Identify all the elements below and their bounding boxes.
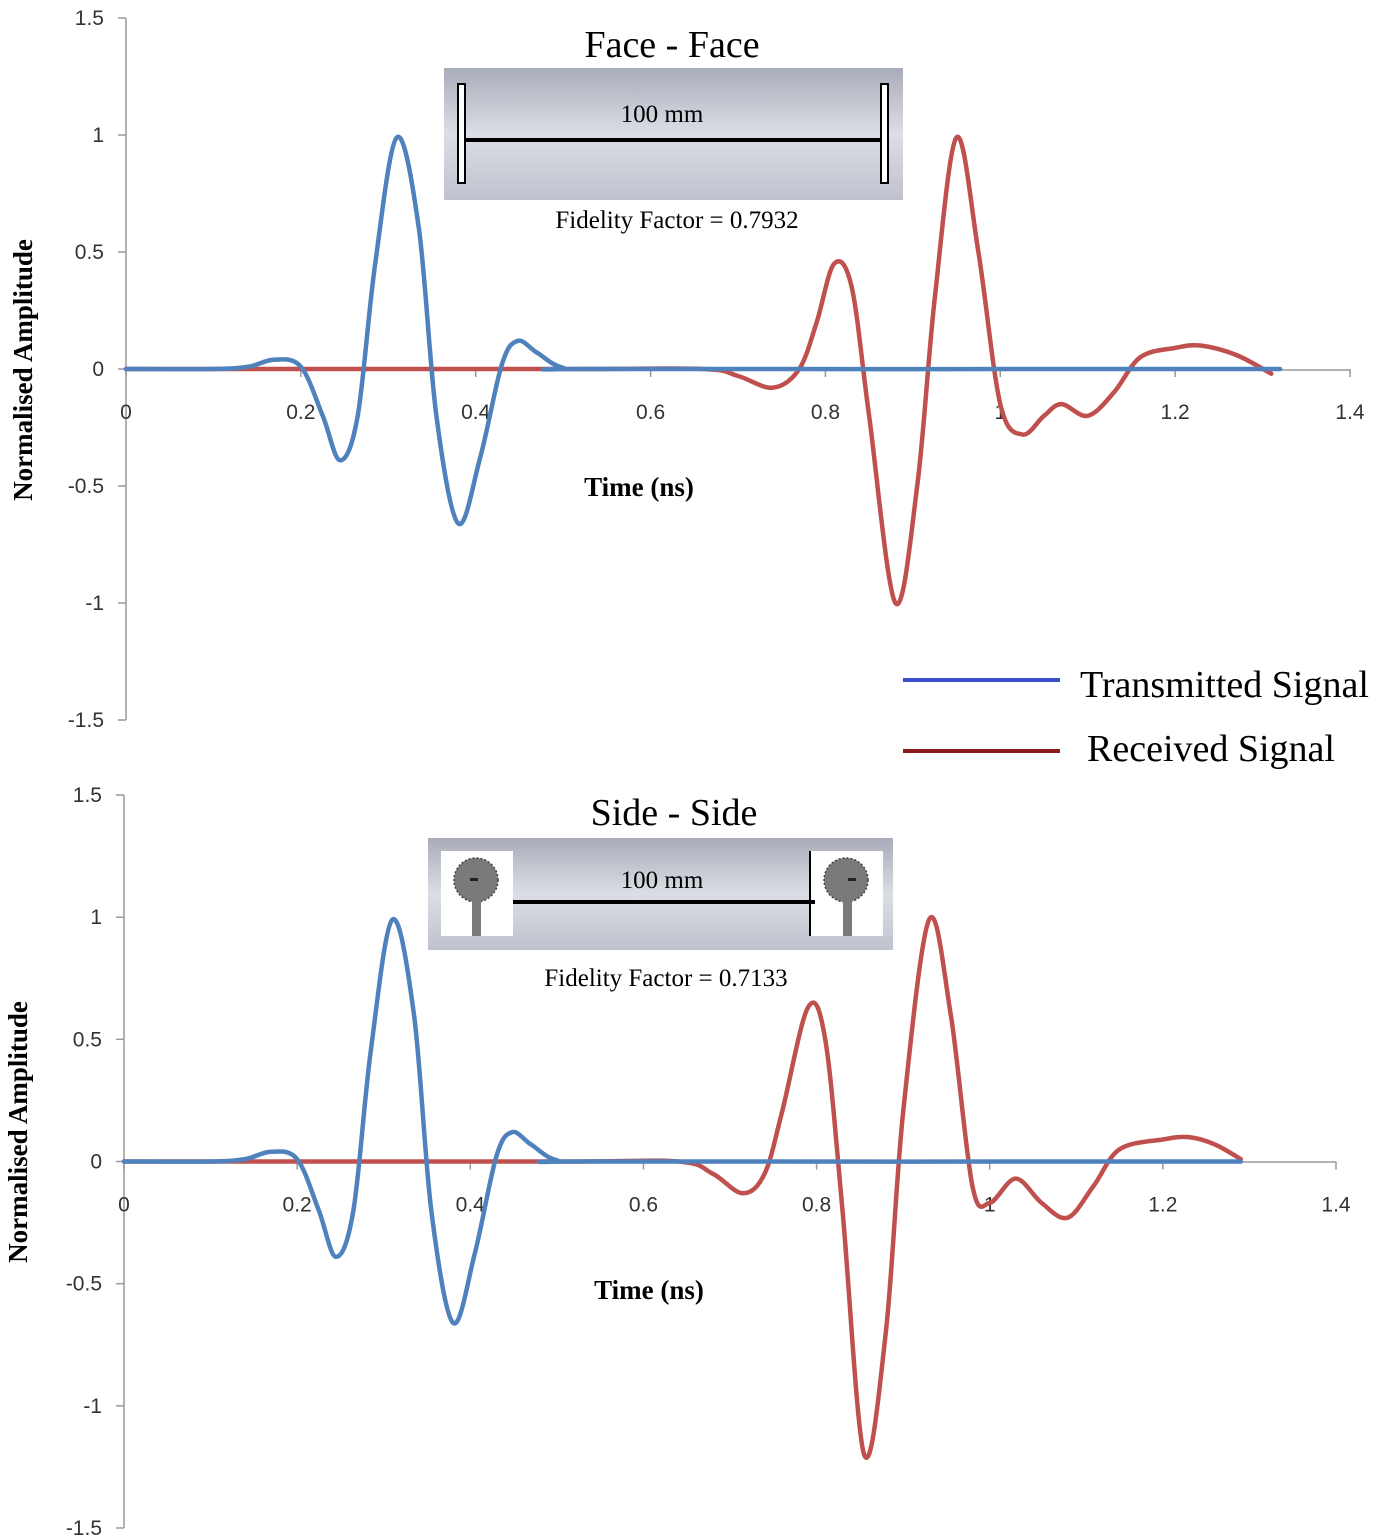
y-tick-label: -0.5 [68,475,104,498]
inset-background [444,68,903,200]
x-tick-label: 0.4 [461,401,491,424]
received-signal-line [121,914,1244,1460]
side-side-inset: 100 mm [428,838,893,950]
y-tick-label: -1 [85,592,104,615]
x-tick-label: 0.6 [629,1194,658,1217]
x-axis-title: Time (ns) [584,472,694,502]
x-tick-label: 0 [120,401,132,424]
x-tick-label: 0.6 [636,401,665,424]
fidelity-factor-label: Fidelity Factor = 0.7133 [544,965,787,992]
side-side-chart: 1.510.50-0.5-1-1.5 0 0.2 0.4 0.6 0.8 1 1.2 1.4 … [3,784,1351,1539]
y-tick-label: 1 [92,124,104,147]
transmitted-signal-line [121,917,1244,1326]
left-antenna-face-icon [457,83,466,184]
transmitted-signal-line [123,134,1283,527]
y-tick-label: -1 [83,1395,102,1418]
y-tick-label: 0 [90,1151,102,1174]
x-tick-labels: 0 0.2 0.4 0.6 0.8 1 1.2 1.4 [120,369,1365,424]
legend-transmitted-label: Transmitted Signal [1080,664,1369,706]
x-tick-label: 0.2 [286,401,315,424]
right-antenna-face-icon [880,83,889,184]
y-tick-label: 1.5 [73,784,102,807]
panel-title: Face - Face [584,24,759,66]
x-tick-label: 0.8 [811,401,840,424]
y-axis-title: Normalised Amplitude [3,1001,33,1263]
x-tick-label: 0.8 [802,1194,831,1217]
y-tick-label: 0.5 [73,1028,102,1051]
right-antenna-side-icon [811,851,883,936]
y-tick-label: -1.5 [66,1517,102,1539]
x-tick-label: 1.2 [1148,1194,1177,1217]
distance-label: 100 mm [621,101,704,128]
legend-received-label: Received Signal [1087,728,1335,770]
x-tick-label: 0.2 [283,1194,312,1217]
x-tick-label: 1.2 [1161,401,1190,424]
panel-title: Side - Side [591,792,758,834]
distance-label: 100 mm [621,867,704,894]
y-tick-labels: 1.5 1 0.5 0 -0.5 -1 -1.5 [68,7,126,732]
y-tick-label: -0.5 [66,1273,102,1296]
y-tick-label: 1.5 [75,7,104,30]
x-tick-label: 1.4 [1321,1194,1351,1217]
legend: Transmitted Signal Received Signal [903,664,1369,770]
x-axis-title: Time (ns) [594,1275,704,1305]
face-face-chart: 1.510.50-0.5-1-1.5 0 0.2 0.4 0.6 0.8 1 1.2 1.4 … [8,7,1365,732]
y-tick-label: 0.5 [75,241,104,264]
y-axis-title: Normalised Amplitude [8,239,38,501]
y-tick-label: 1 [90,906,102,929]
x-tick-label: 0.4 [456,1194,486,1217]
y-tick-labels: 1.5 1 0.5 0 -0.5 -1 -1.5 [66,784,124,1539]
face-face-inset: 100 mm [444,68,903,200]
x-tick-label: 0 [118,1194,130,1217]
received-signal-line [123,134,1274,607]
x-tick-labels: 0 0.2 0.4 0.6 0.8 1 1.2 1.4 [118,1161,1351,1217]
left-antenna-side-icon [441,851,513,936]
y-tick-label: -1.5 [68,709,104,732]
fidelity-factor-label: Fidelity Factor = 0.7932 [555,207,798,234]
y-tick-label: 0 [92,358,104,381]
x-tick-label: 1.4 [1335,401,1365,424]
